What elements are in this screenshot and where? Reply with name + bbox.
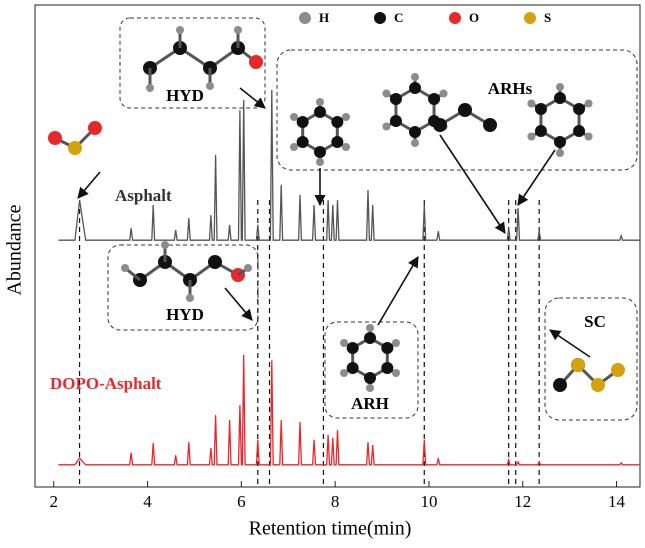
atom xyxy=(208,255,222,269)
atom xyxy=(48,131,62,145)
atom xyxy=(389,115,402,127)
series-line xyxy=(58,89,640,241)
legend-label: C xyxy=(394,10,403,25)
atom xyxy=(249,55,263,69)
atom xyxy=(381,342,394,354)
atom xyxy=(176,26,184,34)
atom xyxy=(364,372,376,384)
atom xyxy=(571,358,585,372)
atom xyxy=(331,116,344,128)
atom xyxy=(584,132,593,141)
series-line xyxy=(58,354,640,466)
atom xyxy=(439,89,448,98)
atom xyxy=(433,118,447,132)
atom xyxy=(314,106,326,118)
atom xyxy=(391,339,400,347)
atom xyxy=(366,324,374,332)
atom xyxy=(244,264,252,272)
legend-label: H xyxy=(319,10,329,25)
atom xyxy=(458,103,472,117)
atom xyxy=(382,89,391,98)
atom xyxy=(68,141,82,155)
legend-swatch xyxy=(449,12,461,24)
atom xyxy=(290,143,299,151)
atom xyxy=(428,93,441,105)
atom xyxy=(573,103,586,115)
atom xyxy=(366,384,374,392)
atom xyxy=(121,264,129,272)
x-tick-label: 2 xyxy=(50,492,59,511)
legend-swatch xyxy=(524,12,536,24)
legend-label: O xyxy=(469,10,479,25)
atom xyxy=(389,93,402,105)
atom xyxy=(340,369,349,377)
atom xyxy=(391,369,400,377)
series-label: DOPO-Asphalt xyxy=(50,374,162,393)
atom xyxy=(411,139,419,147)
atom xyxy=(364,332,376,344)
atom xyxy=(534,103,547,115)
atom xyxy=(556,149,564,157)
legend-label: S xyxy=(544,10,551,25)
atom xyxy=(316,158,324,166)
atom xyxy=(296,116,309,128)
atom xyxy=(381,362,394,374)
atom xyxy=(346,342,359,354)
atom xyxy=(554,136,566,148)
x-tick-label: 4 xyxy=(143,492,152,511)
atom xyxy=(409,82,421,94)
atom xyxy=(314,146,326,158)
annotation: HYD xyxy=(166,86,204,105)
atom xyxy=(161,241,169,249)
atom xyxy=(573,125,586,137)
atom xyxy=(340,339,349,347)
annotation: ARH xyxy=(351,394,389,413)
atom xyxy=(527,132,536,141)
x-tick-label: 10 xyxy=(420,492,437,511)
x-tick-label: 8 xyxy=(331,492,340,511)
legend-swatch xyxy=(299,12,311,24)
atom xyxy=(186,294,194,302)
x-tick-label: 14 xyxy=(608,492,626,511)
atom xyxy=(341,143,350,151)
annotation: SC xyxy=(584,312,606,331)
atom xyxy=(331,136,344,148)
atom xyxy=(290,113,299,121)
annotation: HYD xyxy=(166,305,204,324)
atom xyxy=(554,92,566,104)
atom xyxy=(409,126,421,138)
atom xyxy=(382,122,391,131)
series-label: Asphalt xyxy=(115,186,172,205)
atom xyxy=(234,26,242,34)
atom xyxy=(346,362,359,374)
atom xyxy=(556,83,564,91)
molecules xyxy=(48,17,638,421)
atom xyxy=(316,98,324,106)
atom xyxy=(534,125,547,137)
plot-frame xyxy=(34,4,641,488)
atom xyxy=(411,73,419,81)
atom xyxy=(483,118,497,132)
atom xyxy=(527,99,536,108)
atom xyxy=(296,136,309,148)
atom xyxy=(206,82,214,90)
y-axis-label: Abundance xyxy=(4,204,26,295)
atom xyxy=(88,121,102,135)
annotation: ARHs xyxy=(488,79,533,98)
atom xyxy=(584,99,593,108)
atom xyxy=(591,378,605,392)
x-tick-label: 12 xyxy=(514,492,531,511)
atom xyxy=(611,363,625,377)
atom xyxy=(553,378,567,392)
x-axis-label: Retention time(min) xyxy=(249,518,412,540)
legend-swatch xyxy=(374,12,386,24)
x-tick-label: 6 xyxy=(237,492,246,511)
atom xyxy=(146,84,154,92)
atom xyxy=(341,113,350,121)
